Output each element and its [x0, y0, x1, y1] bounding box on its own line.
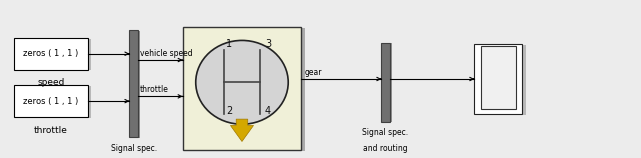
Polygon shape: [230, 119, 253, 141]
Bar: [129, 30, 138, 137]
Bar: [17, 86, 91, 118]
Bar: [474, 44, 522, 114]
Text: zeros ( 1 , 1 ): zeros ( 1 , 1 ): [23, 49, 79, 58]
Bar: [14, 85, 88, 117]
Bar: [481, 46, 516, 109]
Bar: [187, 28, 305, 151]
Bar: [183, 27, 301, 150]
Text: Signal spec.: Signal spec.: [111, 144, 156, 153]
Text: and routing: and routing: [363, 144, 408, 153]
Text: Signal spec.: Signal spec.: [363, 128, 408, 137]
Text: gear: gear: [305, 68, 322, 77]
Text: throttle: throttle: [34, 126, 68, 135]
Bar: [478, 45, 526, 115]
Text: zeros ( 1 , 1 ): zeros ( 1 , 1 ): [23, 97, 79, 106]
Ellipse shape: [196, 40, 288, 124]
Text: 2: 2: [226, 106, 233, 116]
Text: 1: 1: [226, 39, 233, 49]
Bar: [384, 43, 392, 122]
Text: throttle: throttle: [140, 85, 169, 94]
Bar: [17, 39, 91, 70]
Text: speed: speed: [37, 78, 65, 87]
Bar: [132, 31, 140, 138]
Bar: [381, 43, 390, 122]
Text: vehicle speed: vehicle speed: [140, 49, 192, 58]
Text: 3: 3: [265, 39, 271, 49]
Text: 4: 4: [265, 106, 271, 116]
Bar: [14, 38, 88, 70]
